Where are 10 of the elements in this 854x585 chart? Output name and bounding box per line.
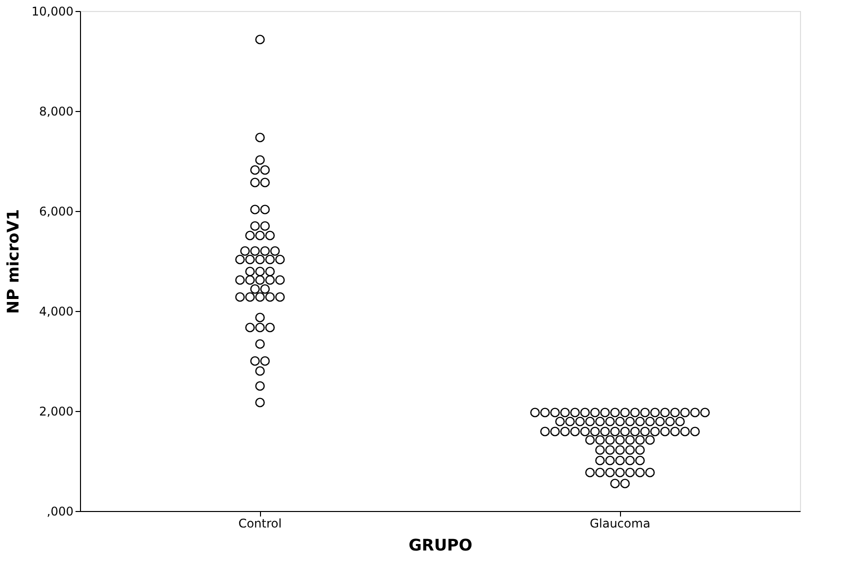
y-axis-title: NP microV1	[4, 209, 23, 314]
y-tick-label: 4,000	[39, 304, 74, 318]
x-axis-title: GRUPO	[408, 536, 472, 554]
y-tick-label: 10,000	[32, 4, 74, 18]
x-tick-label: Control	[238, 516, 282, 530]
y-tick-label: 8,000	[39, 104, 74, 118]
y-tick-label: 6,000	[39, 204, 74, 218]
x-tick-label: Glaucoma	[590, 516, 650, 530]
y-tick-label: ,000	[46, 504, 74, 518]
y-tick-label: 2,000	[39, 404, 74, 418]
